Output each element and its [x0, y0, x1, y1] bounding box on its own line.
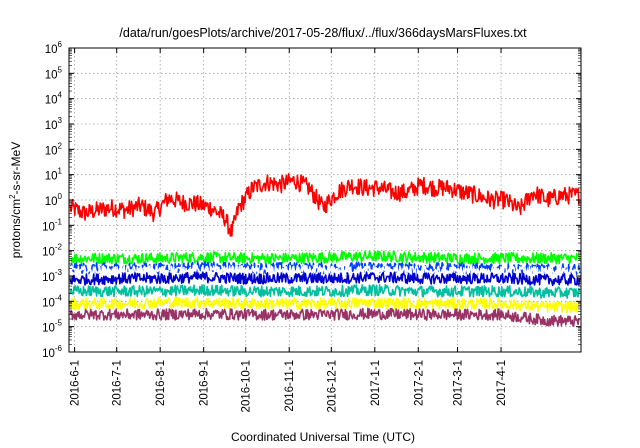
series-line [69, 307, 580, 327]
series-line [69, 264, 581, 279]
x-tick-label: 2016-9-1 [199, 360, 211, 406]
x-tick-label: 2016-7-1 [112, 360, 124, 406]
y-tick-label: 106 [45, 40, 63, 56]
series-line [69, 173, 580, 237]
x-tick-label: 2017-3-1 [453, 360, 465, 406]
x-tick-labels: 2016-6-1 2016-7-1 2016-8-1 2016-9-1 2016-10-… [70, 360, 508, 412]
series-line [69, 284, 581, 299]
y-tick-label: 105 [45, 65, 63, 81]
y-tick-label: 101 [45, 167, 63, 183]
y-tick-label: 10-2 [42, 243, 62, 259]
x-tick-label: 2016-10-1 [241, 360, 253, 412]
series-line [70, 250, 581, 265]
y-tick-label: 10-3 [42, 268, 62, 284]
series-lines [69, 173, 581, 327]
y-tick-label: 10-5 [42, 319, 62, 335]
y-axis-label: protons/cm2-s-sr-MeV [8, 142, 23, 258]
y-tick-label: 104 [45, 91, 63, 107]
x-tick-label: 2016-11-1 [284, 360, 296, 412]
y-tick-labels: 10-6 10-5 10-4 10-3 10-2 10-1 100 101 102 103 104 1… [42, 40, 62, 360]
x-axis-label: Coordinated Universal Time (UTC) [231, 430, 415, 444]
x-tick-label: 2016-6-1 [70, 360, 82, 406]
y-tick-label: 10-6 [42, 344, 62, 360]
x-tick-label: 2017-1-1 [370, 360, 382, 406]
axis-ticks [69, 47, 581, 353]
x-tick-label: 2016-8-1 [155, 360, 167, 406]
y-tick-label: 102 [45, 141, 63, 157]
y-tick-label: 100 [45, 192, 63, 208]
series-line [69, 296, 581, 314]
x-tick-label: 2017-2-1 [413, 360, 425, 406]
y-tick-label: 103 [45, 116, 63, 132]
y-tick-label: 10-4 [42, 293, 62, 309]
series-line [69, 271, 581, 287]
y-tick-label: 10-1 [42, 217, 62, 233]
x-tick-label: 2016-12-1 [326, 360, 338, 412]
x-tick-label: 2017-4-1 [496, 360, 508, 406]
chart-title: /data/run/goesPlots/archive/2017-05-28/f… [119, 26, 527, 40]
